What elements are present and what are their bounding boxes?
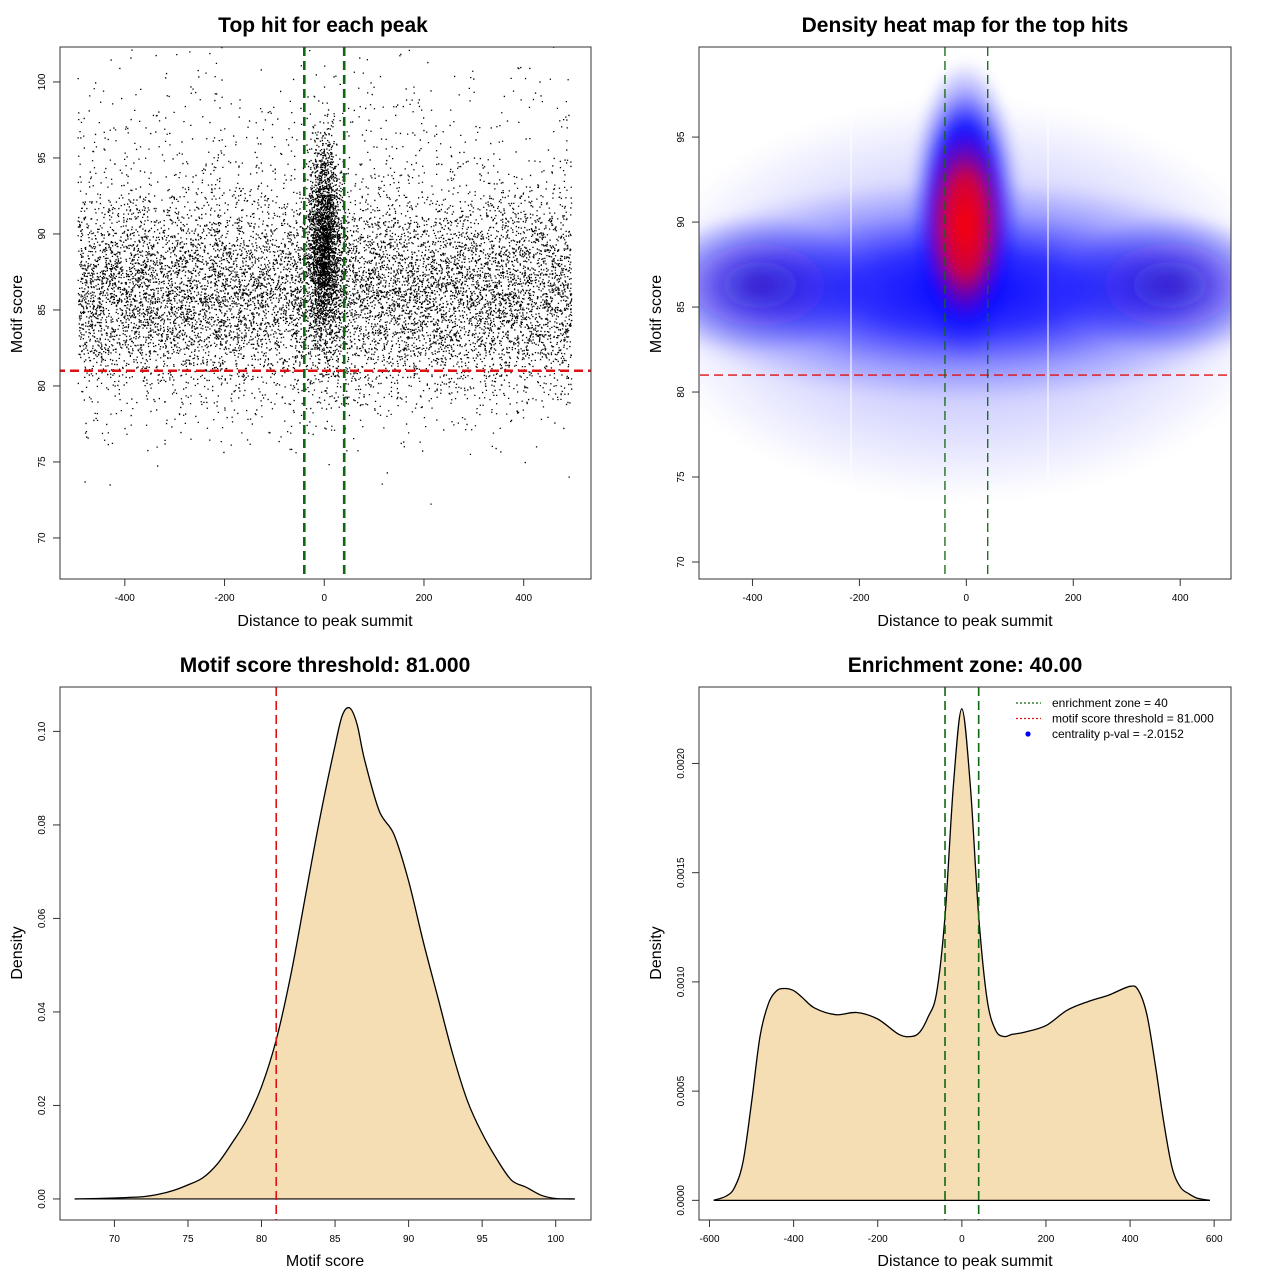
score-density-ytick-label: 0.04	[37, 1002, 48, 1022]
distance-density-ytick-label: 0.0000	[676, 1185, 687, 1216]
heatmap-xtick-label: -200	[849, 593, 869, 604]
scatter-xtick-label: 0	[321, 593, 327, 604]
scatter-points	[77, 47, 573, 505]
legend-label: motif score threshold = 81.000	[1052, 712, 1214, 726]
distance-density-ytick-label: 0.0005	[676, 1075, 687, 1106]
score-density-ytick-label: 0.00	[37, 1189, 48, 1209]
heatmap-density	[699, 47, 1231, 579]
distance-density-xtick-label: -600	[700, 1234, 720, 1245]
scatter-xtick-label: 400	[515, 593, 532, 604]
score-density-plot-frame	[59, 686, 592, 1221]
distance-density-xtick-label: 0	[959, 1234, 965, 1245]
scatter-ytick-label: 75	[37, 456, 48, 468]
score-density-ytick-label: 0.08	[37, 815, 48, 835]
scatter-xtick-label: 200	[416, 593, 433, 604]
distance-density-panel: Enrichment zone: 40.00 -600 -400 -200 0 200 4…	[648, 654, 1232, 1270]
score-density-xtick-label: 90	[403, 1234, 415, 1245]
scatter-ytick-label: 95	[37, 152, 48, 164]
scatter-panel: Top hit for each peak -400 -200 0 200 400 70 7…	[9, 14, 592, 630]
distance-density-plot-frame	[698, 686, 1232, 1221]
heatmap-panel: Density heat map for the top hits -400 -2…	[648, 14, 1232, 630]
distance-density-ytick-label: 0.0010	[676, 966, 687, 997]
legend-label: centrality p-val = -2.0152	[1052, 727, 1184, 741]
scatter-ytick-label: 70	[37, 532, 48, 544]
score-density-ytick-label: 0.06	[37, 908, 48, 928]
distance-density-xtick-label: -200	[868, 1234, 888, 1245]
scatter-title: Top hit for each peak	[218, 14, 428, 37]
heatmap-ylabel: Motif score	[648, 275, 665, 353]
heatmap-xlabel: Distance to peak summit	[877, 613, 1053, 630]
scatter-ytick-label: 100	[37, 73, 48, 90]
heatmap-plot-frame	[698, 46, 1232, 580]
distance-density-xtick-label: 600	[1206, 1234, 1223, 1245]
distance-density-xlabel: Distance to peak summit	[877, 1253, 1053, 1270]
heatmap-ytick-label: 75	[676, 471, 687, 483]
heatmap-ytick-label: 85	[676, 301, 687, 313]
score-density-curve	[74, 706, 575, 1200]
score-density-xtick-label: 95	[477, 1234, 489, 1245]
score-density-xtick-label: 80	[256, 1234, 268, 1245]
heatmap-ytick-label: 70	[676, 556, 687, 568]
distance-density-ytick-label: 0.0020	[676, 748, 687, 779]
distance-density-ytick-label: 0.0015	[676, 857, 687, 888]
legend-marker	[1025, 731, 1031, 737]
scatter-xlabel: Distance to peak summit	[237, 613, 413, 630]
heatmap-ytick-label: 80	[676, 386, 687, 398]
score-density-xtick-label: 70	[109, 1234, 121, 1245]
heatmap-xtick-label: -400	[742, 593, 762, 604]
scatter-ylabel: Motif score	[9, 275, 26, 353]
distance-density-title: Enrichment zone: 40.00	[848, 654, 1083, 677]
score-density-ylabel: Density	[9, 926, 26, 979]
distance-density-xtick-label: 200	[1038, 1234, 1055, 1245]
distance-density-xtick-label: 400	[1122, 1234, 1139, 1245]
heatmap-ytick-label: 95	[676, 131, 687, 143]
distance-density-ylabel: Density	[648, 926, 665, 979]
score-density-panel: Motif score threshold: 81.000 70 75 80 85 90…	[9, 654, 592, 1270]
scatter-ytick-label: 85	[37, 304, 48, 316]
legend: enrichment zone = 40 motif score threshol…	[1016, 696, 1214, 741]
score-density-area	[74, 707, 575, 1199]
score-density-title: Motif score threshold: 81.000	[180, 654, 471, 677]
score-density-xlabel: Motif score	[286, 1253, 364, 1270]
legend-label: enrichment zone = 40	[1052, 696, 1168, 710]
heatmap-xtick-label: 200	[1065, 593, 1082, 604]
heatmap-xtick-label: 400	[1172, 593, 1189, 604]
scatter-point	[77, 47, 573, 505]
scatter-xtick-label: -200	[215, 593, 235, 604]
distance-density-xtick-label: -400	[784, 1234, 804, 1245]
score-density-ytick-label: 0.02	[37, 1095, 48, 1115]
score-density-ytick-label: 0.10	[37, 721, 48, 741]
scatter-xtick-label: -400	[115, 593, 135, 604]
scatter-plot-frame	[59, 46, 592, 580]
heatmap-xtick-label: 0	[964, 593, 970, 604]
heatmap-title: Density heat map for the top hits	[802, 14, 1129, 37]
scatter-ytick-label: 90	[37, 228, 48, 240]
scatter-ytick-label: 80	[37, 380, 48, 392]
distance-density-curve	[713, 708, 1211, 1201]
heatmap-ytick-label: 90	[676, 216, 687, 228]
distance-density-area	[713, 708, 1210, 1201]
score-density-xtick-label: 85	[329, 1234, 341, 1245]
score-density-xtick-label: 75	[182, 1234, 194, 1245]
score-density-xtick-label: 100	[547, 1234, 564, 1245]
